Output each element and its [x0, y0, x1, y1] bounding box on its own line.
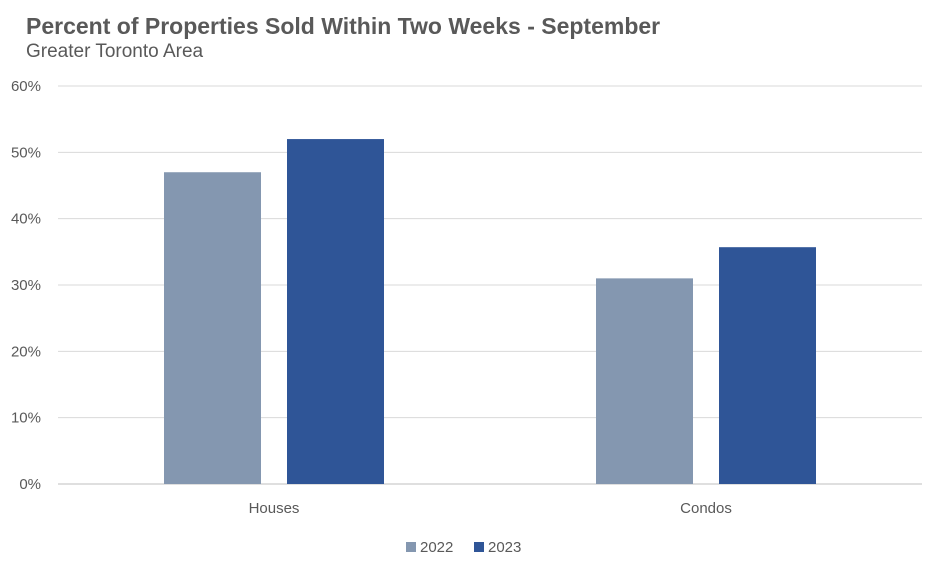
- category-label: Condos: [680, 500, 732, 517]
- y-tick-label: 50%: [11, 144, 41, 161]
- bar-2022-condos: [596, 278, 693, 484]
- legend-swatch-2022: [406, 542, 416, 552]
- y-tick-label: 20%: [11, 343, 41, 360]
- bar-2022-houses: [164, 172, 261, 484]
- bar-2023-condos: [719, 247, 816, 484]
- bar-2023-houses: [287, 139, 384, 485]
- y-tick-label: 10%: [11, 410, 41, 427]
- y-tick-label: 0%: [19, 476, 41, 493]
- chart-title: Percent of Properties Sold Within Two We…: [26, 13, 661, 39]
- category-label: Houses: [249, 500, 300, 517]
- legend-swatch-2023: [474, 542, 484, 552]
- y-tick-label: 40%: [11, 211, 41, 228]
- y-tick-label: 30%: [11, 277, 41, 294]
- legend-label: 2023: [488, 539, 521, 556]
- legend-label: 2022: [420, 539, 453, 556]
- y-tick-label: 60%: [11, 78, 41, 95]
- chart-subtitle: Greater Toronto Area: [26, 41, 204, 62]
